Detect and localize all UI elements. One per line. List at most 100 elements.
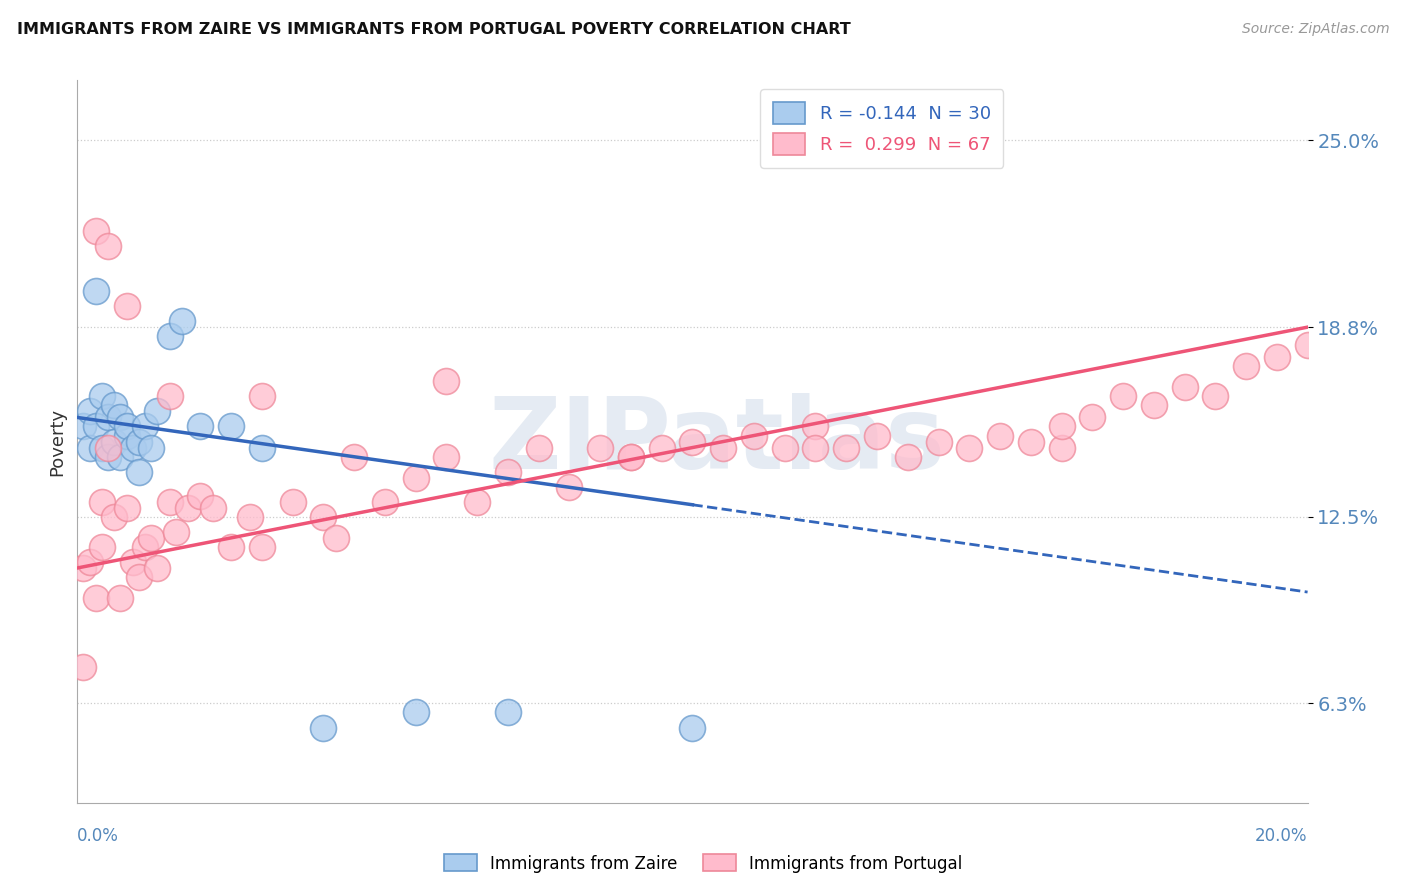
Point — [79, 404, 101, 418]
Point — [374, 494, 396, 508]
Point — [527, 441, 550, 455]
Point — [146, 561, 169, 575]
Text: IMMIGRANTS FROM ZAIRE VS IMMIGRANTS FROM PORTUGAL POVERTY CORRELATION CHART: IMMIGRANTS FROM ZAIRE VS IMMIGRANTS FROM… — [17, 22, 851, 37]
Point — [79, 441, 101, 455]
Point — [84, 224, 107, 238]
Point — [312, 509, 335, 524]
Point — [239, 509, 262, 524]
Point — [465, 494, 488, 508]
Point — [405, 706, 427, 720]
Point — [1265, 350, 1288, 364]
Point — [72, 419, 94, 434]
Point — [928, 434, 950, 449]
Point — [1081, 410, 1104, 425]
Point — [897, 450, 920, 464]
Point — [115, 299, 138, 313]
Point — [343, 450, 366, 464]
Point — [121, 441, 143, 455]
Point — [496, 706, 519, 720]
Point — [141, 531, 163, 545]
Point — [188, 419, 212, 434]
Point — [72, 561, 94, 575]
Point — [219, 540, 242, 554]
Point — [957, 441, 980, 455]
Point — [110, 450, 132, 464]
Point — [250, 540, 273, 554]
Text: Source: ZipAtlas.com: Source: ZipAtlas.com — [1241, 22, 1389, 37]
Point — [219, 419, 242, 434]
Point — [866, 428, 889, 442]
Point — [159, 389, 181, 403]
Point — [436, 375, 458, 389]
Point — [84, 284, 107, 298]
Point — [773, 441, 796, 455]
Point — [103, 509, 125, 524]
Point — [325, 531, 347, 545]
Point — [97, 239, 120, 253]
Point — [90, 389, 114, 403]
Point — [804, 441, 827, 455]
Point — [1296, 338, 1319, 352]
Legend: R = -0.144  N = 30, R =  0.299  N = 67: R = -0.144 N = 30, R = 0.299 N = 67 — [761, 89, 1004, 168]
Point — [201, 500, 224, 515]
Point — [1174, 380, 1197, 394]
Point — [436, 450, 458, 464]
Point — [250, 441, 273, 455]
Point — [1050, 419, 1073, 434]
Point — [188, 489, 212, 503]
Point — [682, 721, 704, 735]
Point — [558, 480, 581, 494]
Point — [90, 441, 114, 455]
Point — [90, 540, 114, 554]
Point — [620, 450, 643, 464]
Text: 0.0%: 0.0% — [77, 827, 120, 845]
Point — [589, 441, 612, 455]
Point — [121, 555, 143, 569]
Point — [128, 465, 150, 479]
Point — [97, 450, 120, 464]
Y-axis label: Poverty: Poverty — [48, 408, 66, 475]
Point — [84, 591, 107, 606]
Point — [159, 329, 181, 343]
Point — [1143, 398, 1166, 412]
Point — [170, 314, 193, 328]
Point — [134, 540, 156, 554]
Point — [159, 494, 181, 508]
Point — [115, 428, 138, 442]
Point — [250, 389, 273, 403]
Point — [79, 555, 101, 569]
Point — [835, 441, 858, 455]
Text: 20.0%: 20.0% — [1256, 827, 1308, 845]
Point — [103, 398, 125, 412]
Text: ZIPatlas: ZIPatlas — [489, 393, 945, 490]
Point — [72, 660, 94, 674]
Point — [405, 471, 427, 485]
Point — [115, 419, 138, 434]
Point — [804, 419, 827, 434]
Point — [312, 721, 335, 735]
Point — [97, 410, 120, 425]
Point — [177, 500, 200, 515]
Point — [651, 441, 673, 455]
Point — [146, 404, 169, 418]
Point — [128, 570, 150, 584]
Point — [90, 494, 114, 508]
Point — [742, 428, 765, 442]
Point — [165, 524, 187, 539]
Point — [711, 441, 734, 455]
Point — [1112, 389, 1135, 403]
Point — [84, 419, 107, 434]
Legend: Immigrants from Zaire, Immigrants from Portugal: Immigrants from Zaire, Immigrants from P… — [437, 847, 969, 880]
Point — [128, 434, 150, 449]
Point — [110, 410, 132, 425]
Point — [1234, 359, 1257, 374]
Point — [988, 428, 1011, 442]
Point — [496, 465, 519, 479]
Point — [682, 434, 704, 449]
Point — [1019, 434, 1042, 449]
Point — [103, 434, 125, 449]
Point — [134, 419, 156, 434]
Point — [1204, 389, 1226, 403]
Point — [115, 500, 138, 515]
Point — [620, 450, 643, 464]
